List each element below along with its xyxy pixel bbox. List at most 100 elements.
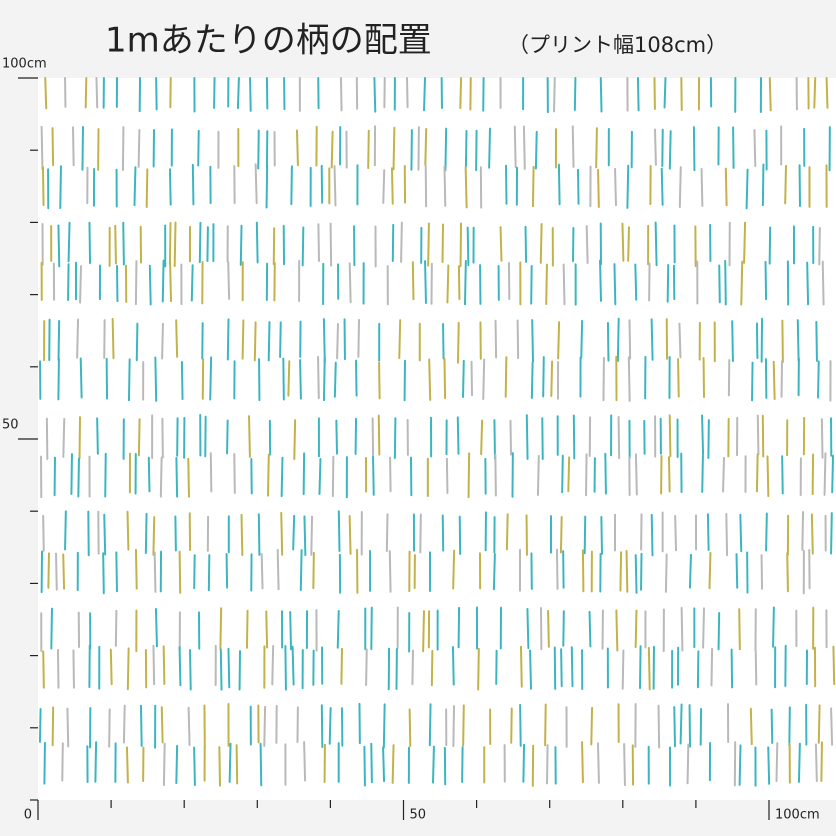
stroke: [133, 166, 137, 207]
stroke: [255, 221, 259, 264]
stroke: [40, 125, 44, 170]
stroke: [70, 453, 73, 496]
stroke: [522, 743, 526, 783]
stroke: [764, 260, 768, 301]
stroke: [317, 223, 320, 262]
title: 1mあたりの柄の配置: [105, 21, 432, 61]
stroke: [62, 417, 66, 458]
stroke: [241, 319, 245, 360]
stroke: [604, 452, 607, 495]
stroke: [292, 514, 296, 551]
x-tick-label: 50: [410, 808, 427, 823]
stroke: [38, 708, 42, 743]
stroke: [145, 168, 149, 209]
stroke: [653, 128, 657, 166]
stroke: [590, 706, 594, 746]
stroke: [753, 129, 757, 168]
stroke: [51, 127, 55, 167]
stroke: [813, 77, 817, 109]
stroke: [280, 456, 284, 498]
stroke: [559, 516, 563, 554]
stroke: [385, 513, 389, 552]
stroke: [740, 260, 744, 306]
stroke: [197, 129, 200, 167]
stroke: [155, 77, 158, 111]
stroke: [62, 553, 66, 590]
y-tick-label: 100cm: [2, 57, 47, 72]
stroke: [289, 610, 293, 651]
stroke: [139, 704, 143, 747]
stroke: [815, 320, 818, 362]
stroke: [175, 744, 179, 785]
stroke: [333, 361, 337, 398]
stroke: [768, 77, 772, 112]
stroke: [613, 263, 617, 306]
stroke: [634, 263, 638, 301]
stroke: [168, 222, 172, 265]
stroke: [452, 549, 456, 590]
stroke: [555, 548, 559, 590]
stroke: [198, 221, 202, 264]
stroke: [513, 125, 517, 169]
stroke: [114, 224, 117, 265]
stroke: [126, 510, 130, 551]
stroke: [50, 607, 53, 650]
stroke: [444, 127, 448, 172]
stroke: [280, 511, 284, 556]
stroke: [159, 456, 163, 498]
stroke: [322, 318, 326, 363]
stroke: [678, 322, 682, 359]
stroke: [428, 358, 432, 401]
stroke: [77, 457, 80, 498]
stroke: [701, 414, 705, 455]
stroke: [348, 262, 352, 304]
stroke: [688, 553, 692, 589]
stroke: [271, 644, 275, 686]
stroke: [817, 360, 820, 399]
stroke: [766, 455, 770, 498]
stroke: [702, 607, 705, 649]
stroke: [147, 456, 151, 493]
stroke: [588, 610, 592, 648]
stroke: [545, 263, 548, 306]
stroke: [526, 608, 530, 650]
stroke: [291, 645, 295, 686]
stroke: [209, 356, 213, 401]
stroke: [254, 163, 258, 205]
stroke: [768, 226, 772, 265]
stroke: [265, 610, 269, 649]
stroke: [340, 647, 344, 685]
stroke: [692, 126, 696, 172]
stroke: [724, 167, 728, 207]
stroke: [443, 165, 447, 207]
stroke: [660, 167, 664, 206]
stroke: [79, 357, 83, 399]
stroke: [169, 260, 173, 303]
stroke: [504, 356, 508, 398]
stroke: [187, 457, 190, 498]
stroke: [619, 551, 623, 592]
stroke: [722, 456, 726, 493]
stroke: [499, 226, 503, 262]
stroke: [466, 226, 470, 267]
stroke: [102, 552, 105, 595]
stroke: [382, 703, 386, 749]
stroke: [462, 704, 465, 747]
stroke: [398, 319, 402, 360]
stroke: [43, 741, 46, 785]
stroke: [191, 163, 195, 206]
stroke: [494, 319, 498, 359]
stroke: [137, 128, 141, 168]
stroke: [701, 454, 704, 493]
stroke: [363, 745, 366, 787]
stroke: [539, 223, 543, 264]
stroke: [583, 515, 587, 555]
stroke: [178, 550, 182, 594]
stroke: [236, 77, 240, 110]
stroke: [625, 549, 629, 593]
stroke: [585, 453, 588, 497]
stroke: [818, 226, 821, 266]
stroke: [134, 260, 138, 306]
stroke: [832, 645, 836, 686]
